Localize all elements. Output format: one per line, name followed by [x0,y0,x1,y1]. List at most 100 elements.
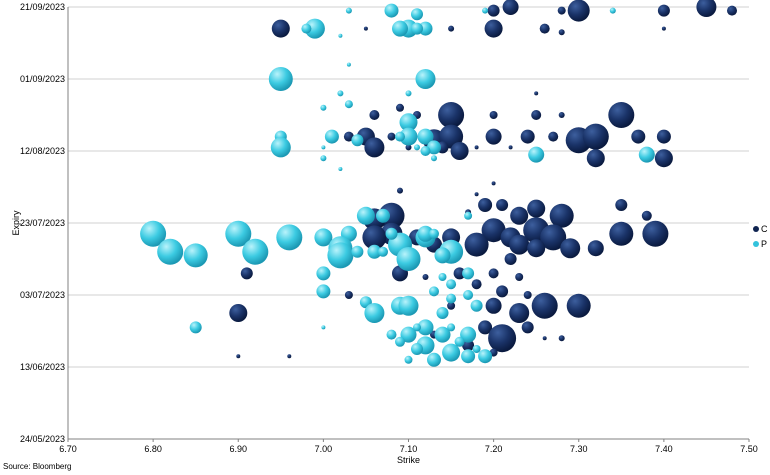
bubble-p [356,206,375,225]
bubble-p [427,140,441,155]
bubble-c [229,304,248,322]
bubble-p [405,90,412,97]
bubble-c [464,232,489,257]
bubble-p [346,62,351,67]
bubble-p [386,329,397,340]
y-axis-title: Expiry [11,210,21,236]
x-axis-title: Strike [397,455,420,465]
bubble-p [417,319,434,336]
bubble-p [417,128,434,145]
bubble-p [392,20,408,37]
bubble-p [460,326,477,343]
bubble-c [527,199,546,218]
bubble-p [338,167,343,171]
bubble-p [270,137,291,158]
bubble-c [343,131,354,142]
bubble-p [478,349,493,364]
bubble-c [567,0,590,22]
bubble-p [399,127,418,146]
bubble-p [337,90,344,97]
bubble-p [304,18,325,39]
bubble-c [558,29,565,36]
bubble-c [240,267,253,280]
bubble-c [508,145,513,150]
bubble-p [384,3,399,18]
bubble-c [539,23,550,34]
bubble-p [420,146,431,156]
bubble-c [615,199,628,211]
bubble-p [320,104,327,111]
y-tick-label: 13/06/2023 [20,362,65,372]
bubble-p [316,284,331,299]
y-tick-label: 12/08/2023 [20,146,65,156]
x-tick-label: 7.20 [485,444,503,454]
bubble-c [448,25,455,32]
bubble-p [429,228,439,239]
bubble-c [488,324,517,353]
bubble-p [399,113,418,132]
bubble-c [656,129,671,144]
bubble-c [548,131,559,142]
x-tick-label: 7.40 [655,444,673,454]
bubble-p [338,33,343,38]
bubble-p [434,247,451,264]
bubble-c [447,301,456,310]
bubble-c [363,26,368,31]
bubble-p [376,208,390,223]
bubble-c [520,129,535,144]
bubble-c [481,218,506,243]
bubble-p [189,321,202,334]
bubble-p [462,267,475,280]
bubble-c [642,220,669,247]
bubble-c [727,5,737,16]
bubble-c [587,240,604,257]
bubble-c [387,132,396,141]
bubble-p [268,67,293,91]
bubble-c [582,123,609,150]
legend: CP [753,224,768,249]
bubble-c [631,129,646,144]
bubble-c [471,279,482,290]
bubble-c [344,291,353,299]
bubble-p [446,293,457,304]
bubble-c [509,234,530,255]
bubble-p [242,238,269,265]
bubble-c [369,110,380,120]
bubble-p [351,134,364,147]
bubble-p [301,23,312,34]
bubble-c [521,321,534,334]
bubble-p [464,211,473,220]
bubble-p [140,220,167,247]
bubble-c [488,268,499,279]
bubble-c [422,274,429,280]
bubble-c [515,273,524,281]
bubble-p [438,273,447,281]
bubble-c [484,19,503,38]
bubble-c [462,339,475,352]
bubble-p [411,22,423,35]
bubble-p [482,7,489,14]
bubble-p [411,8,423,21]
gridlines [68,6,749,440]
bubble-c [609,221,634,246]
bubble-p [609,7,616,14]
bubble-c [487,4,500,17]
bubble-c [527,239,546,258]
bubble-p [321,325,326,330]
bubble-p [395,131,405,142]
bubble-c [271,19,290,38]
x-tick-label: 7.00 [315,444,333,454]
bubble-p [351,245,364,258]
y-tick-label: 21/09/2023 [20,2,65,12]
bubble-c [485,297,502,314]
bubble-p [225,220,252,247]
bubble-p [183,243,208,268]
bubble-p [385,227,398,240]
legend-label-c: C [761,224,768,234]
bubble-p [436,307,449,319]
x-tick-label: 6.90 [229,444,247,454]
bubble-p [472,345,481,353]
y-tick-label: 24/05/2023 [20,434,65,444]
bubble-p [434,326,451,343]
